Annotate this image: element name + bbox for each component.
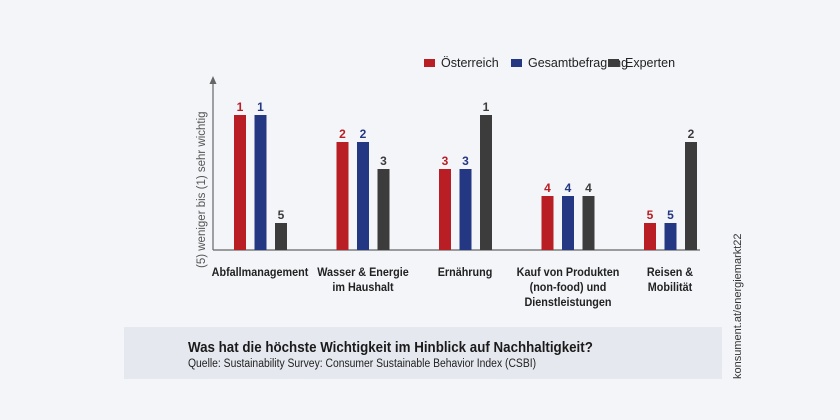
category-label-line: im Haushalt (331, 280, 394, 294)
bar (439, 169, 451, 250)
data-label: 1 (237, 100, 244, 114)
data-label: 2 (360, 127, 367, 141)
credit-text: konsument.at/energiemarkt22 (732, 233, 744, 379)
category-label-line: Wasser & Energie (316, 265, 409, 279)
legend-swatch (511, 59, 522, 67)
bar (336, 142, 349, 250)
y-axis-label: (5) weniger bis (1) sehr wichtig (196, 111, 208, 268)
category-label: Abfallmanagement (206, 265, 314, 280)
category-label: Kauf von Produkten (non-food) und Dienstle… (514, 265, 622, 310)
category-label-line: (non-food) und (529, 280, 606, 294)
legend-label: Experten (625, 56, 676, 70)
bar (459, 169, 472, 250)
data-label: 4 (565, 181, 572, 195)
category-label: Wasser & Energie im Haushalt (309, 265, 417, 295)
legend-label: Österreich (441, 56, 499, 70)
data-label: 1 (257, 100, 264, 114)
y-axis-arrow (209, 76, 217, 84)
data-label: 5 (278, 208, 285, 222)
category-label-line: Ernährung (437, 265, 493, 279)
legend-item: Experten (608, 56, 675, 70)
bar (234, 115, 246, 250)
category-label-line: Mobilität (647, 280, 693, 294)
caption-box (124, 327, 722, 379)
category-label: Ernährung (411, 265, 519, 280)
category-label-line: Abfallmanagement (211, 265, 309, 279)
category-label: Reisen & Mobilität (616, 265, 724, 295)
bar (582, 196, 595, 250)
data-label: 3 (442, 154, 449, 168)
data-label: 4 (585, 181, 592, 195)
bar (644, 223, 656, 250)
data-label: 4 (544, 181, 551, 195)
legend-label: Gesamtbefragung (528, 56, 629, 70)
category-label-line: Kauf von Produkten (516, 265, 619, 279)
bar (562, 196, 574, 250)
chart-source: Quelle: Sustainability Survey: Consumer … (188, 358, 537, 370)
bar (357, 142, 369, 250)
data-label: 5 (647, 208, 654, 222)
data-label: 2 (688, 127, 695, 141)
data-label: 1 (483, 100, 490, 114)
legend-item: Gesamtbefragung (511, 56, 628, 70)
bar (541, 196, 554, 250)
bar (664, 223, 677, 250)
bar (275, 223, 287, 250)
bar (254, 115, 267, 250)
bar (377, 169, 390, 250)
data-label: 3 (462, 154, 469, 168)
data-label: 3 (380, 154, 387, 168)
category-label-line: Reisen & (646, 265, 694, 279)
category-label-line: Dienstleistungen (523, 295, 612, 309)
legend-item: Österreich (424, 56, 499, 70)
bar (480, 115, 492, 250)
chart-title: Was hat die höchste Wichtigkeit im Hinbl… (188, 340, 593, 356)
legend-swatch (608, 59, 619, 67)
legend-swatch (424, 59, 435, 67)
data-label: 5 (667, 208, 674, 222)
data-label: 2 (339, 127, 346, 141)
bar (685, 142, 697, 250)
